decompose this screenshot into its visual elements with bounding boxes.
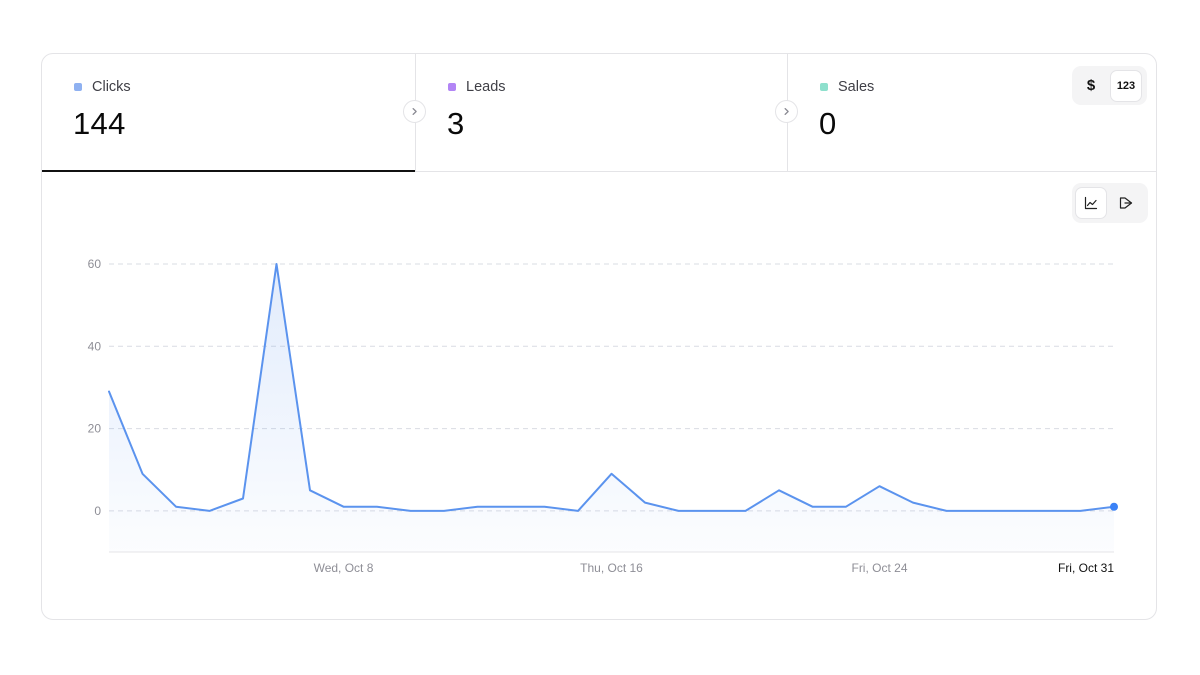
line-chart-button[interactable] xyxy=(1075,187,1107,219)
y-axis-labels: 0 20 40 60 xyxy=(88,257,102,518)
currency-label: $ xyxy=(1086,77,1096,94)
x-axis-labels: Wed, Oct 8 Thu, Oct 16 Fri, Oct 24 Fri, Oct… xyxy=(314,561,1115,575)
sales-label: Sales xyxy=(838,79,875,95)
latest-point-marker[interactable] xyxy=(1110,502,1118,511)
metric-tab-leads[interactable]: Leads 3 xyxy=(415,54,787,171)
clicks-label: Clicks xyxy=(92,79,131,95)
currency-toggle-button[interactable]: $ xyxy=(1075,70,1107,102)
metric-label-clicks: Clicks xyxy=(74,79,131,95)
metrics-row: Clicks 144 Leads 3 Sales 0 xyxy=(42,54,1156,172)
y-tick-label-0: 0 xyxy=(94,504,101,518)
metric-label-leads: Leads xyxy=(448,79,506,95)
chevron-right-icon xyxy=(412,107,417,116)
chevron-right-icon xyxy=(784,107,789,116)
leads-label: Leads xyxy=(466,79,506,95)
clicks-to-leads-arrow xyxy=(403,100,426,123)
clicks-area xyxy=(109,264,1114,552)
funnel-chart-button[interactable] xyxy=(1110,187,1142,219)
y-grid xyxy=(109,263,1114,512)
sales-value: 0 xyxy=(819,106,837,141)
count-label: 123 xyxy=(1116,79,1136,92)
x-tick-label: Wed, Oct 8 xyxy=(314,561,374,575)
clicks-swatch xyxy=(74,83,82,91)
count-toggle-button[interactable]: 123 xyxy=(1110,69,1142,102)
leads-swatch xyxy=(448,83,456,91)
clicks-value: 144 xyxy=(73,106,126,141)
unit-toggle: $ 123 xyxy=(1072,66,1147,105)
x-tick-label: Fri, Oct 31 xyxy=(1058,561,1114,575)
metric-tab-clicks[interactable]: Clicks 144 xyxy=(42,54,415,172)
chart-type-toggle xyxy=(1072,183,1148,223)
analytics-card: Clicks 144 Leads 3 Sales 0 xyxy=(41,53,1157,620)
line-chart-icon xyxy=(1084,196,1098,210)
x-tick-label: Fri, Oct 24 xyxy=(851,561,907,575)
leads-value: 3 xyxy=(447,106,465,141)
clicks-line xyxy=(108,263,1115,512)
metric-label-sales: Sales xyxy=(820,79,874,95)
x-tick-label: Thu, Oct 16 xyxy=(580,561,643,575)
y-tick-label-40: 40 xyxy=(88,339,102,353)
sales-swatch xyxy=(820,83,828,91)
funnel-chart-icon xyxy=(1119,197,1133,209)
y-tick-label-60: 60 xyxy=(88,257,102,271)
y-tick-label-20: 20 xyxy=(88,422,102,436)
leads-to-sales-arrow xyxy=(775,100,798,123)
